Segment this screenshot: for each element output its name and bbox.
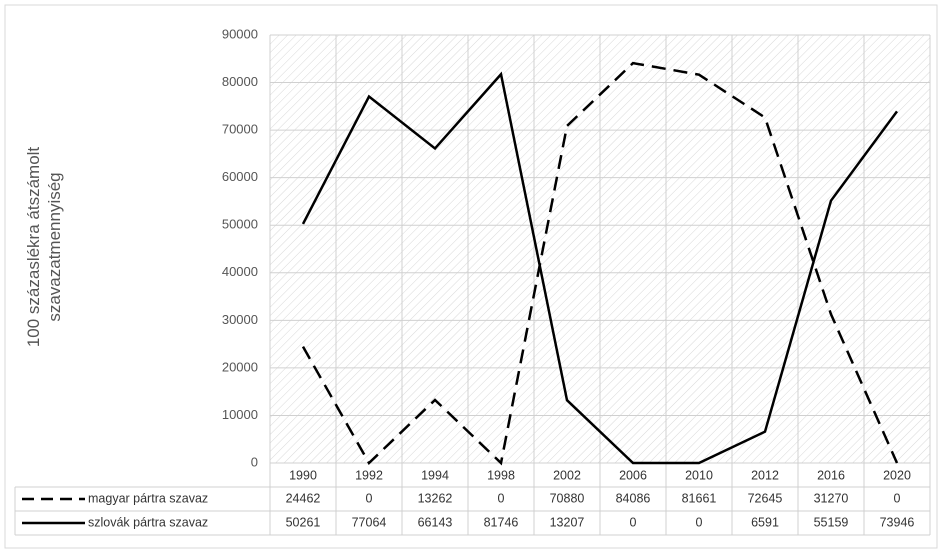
y-tick-label: 50000 — [222, 217, 258, 232]
table-value: 66143 — [418, 515, 453, 529]
table-value: 70880 — [550, 491, 585, 505]
x-tick-label: 2006 — [619, 468, 647, 482]
y-tick-label: 20000 — [222, 359, 258, 374]
y-tick-label: 60000 — [222, 169, 258, 184]
x-tick-label: 2002 — [553, 468, 581, 482]
x-tick-label: 2016 — [817, 468, 845, 482]
line-series — [301, 71, 899, 465]
x-tick-label: 2010 — [685, 468, 713, 482]
y-tick-label: 30000 — [222, 312, 258, 327]
x-tick-label: 1998 — [487, 468, 515, 482]
table-value: 0 — [366, 491, 373, 505]
legend-label: magyar pártra szavaz — [88, 491, 208, 505]
table-value: 81746 — [484, 515, 519, 529]
table-value: 0 — [696, 515, 703, 529]
y-tick-label: 40000 — [222, 264, 258, 279]
table-value: 73946 — [880, 515, 915, 529]
legend-label: szlovák pártra szavaz — [88, 515, 208, 529]
table-value: 50261 — [286, 515, 321, 529]
table-value: 6591 — [751, 515, 779, 529]
table-value: 81661 — [682, 491, 717, 505]
y-tick-label: 80000 — [222, 74, 258, 89]
x-tick-label: 2020 — [883, 468, 911, 482]
table-value: 77064 — [352, 515, 387, 529]
table-value: 0 — [894, 491, 901, 505]
table-value: 0 — [630, 515, 637, 529]
line-series — [301, 61, 899, 466]
table-value: 13207 — [550, 515, 585, 529]
y-axis-label: 100 százaslékra átszámolt szavazatmennyi… — [24, 146, 64, 348]
x-tick-label: 2012 — [751, 468, 779, 482]
table-value: 84086 — [616, 491, 651, 505]
table-value: 55159 — [814, 515, 849, 529]
y-tick-label: 10000 — [222, 407, 258, 422]
x-tick-label: 1994 — [421, 468, 449, 482]
table-value: 13262 — [418, 491, 453, 505]
y-tick-label: 70000 — [222, 122, 258, 137]
y-tick-label: 0 — [251, 454, 258, 469]
table-value: 72645 — [748, 491, 783, 505]
table-value: 31270 — [814, 491, 849, 505]
chart-border — [4, 4, 938, 549]
x-tick-label: 1992 — [355, 468, 383, 482]
table-value: 24462 — [286, 491, 321, 505]
table-value: 0 — [498, 491, 505, 505]
y-tick-label: 90000 — [222, 26, 258, 41]
x-tick-label: 1990 — [289, 468, 317, 482]
